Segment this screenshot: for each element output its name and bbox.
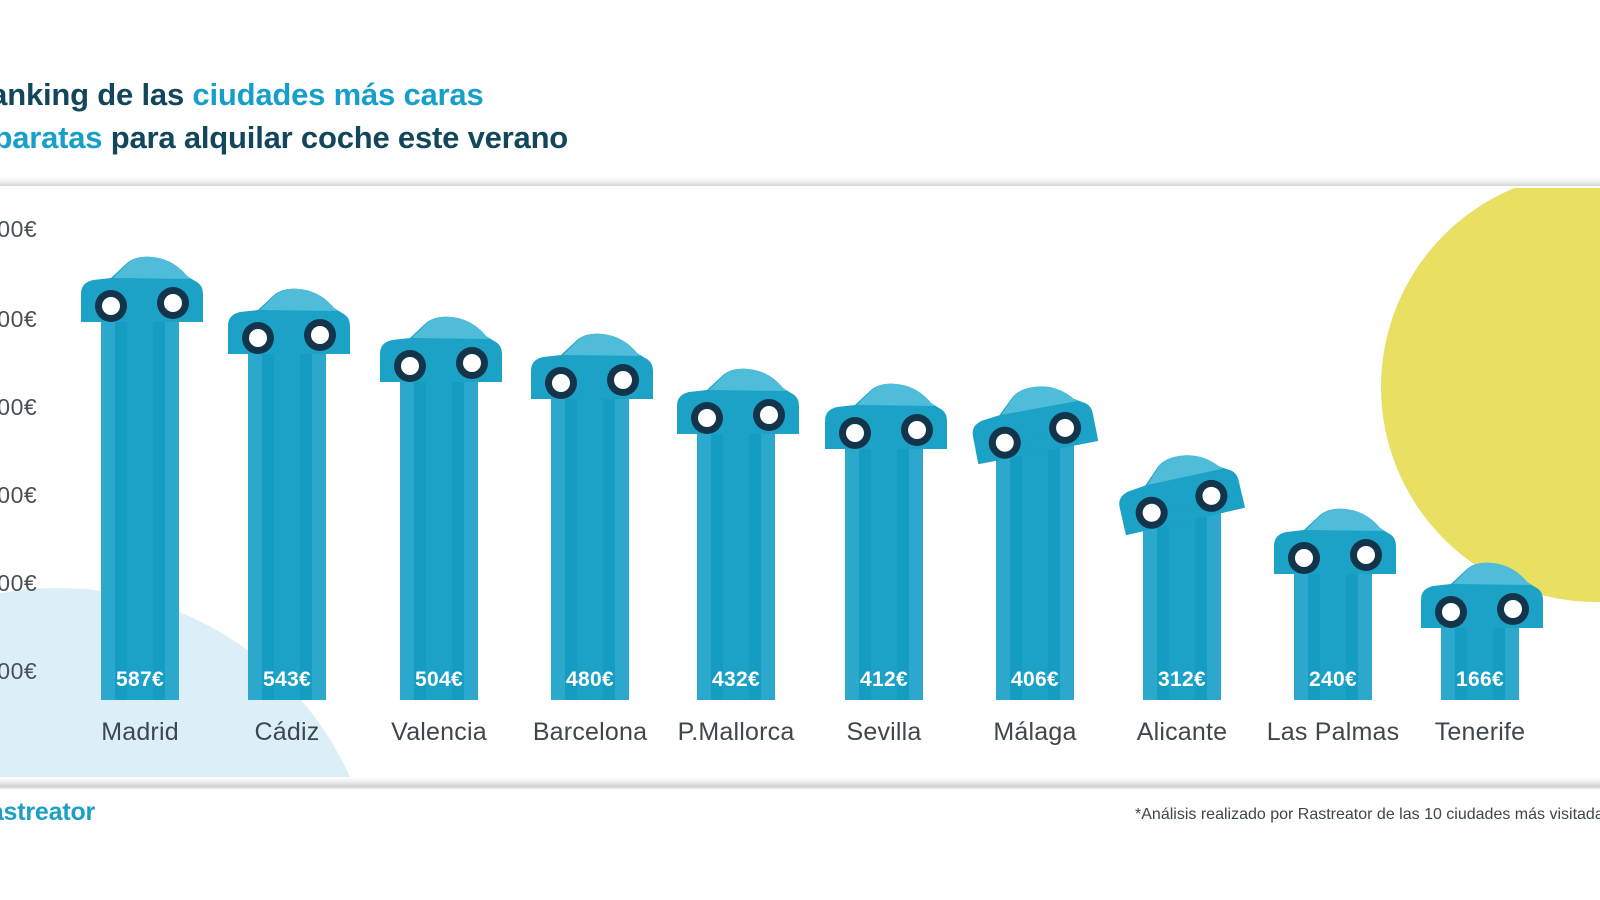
x-axis-category-label: Alicante xyxy=(1136,718,1228,746)
x-axis-category-label: Las Palmas xyxy=(1266,718,1400,746)
bar[interactable] xyxy=(697,422,775,700)
bar-group[interactable]: 166€ Tenerife xyxy=(1421,188,1543,777)
header-divider xyxy=(0,176,1600,186)
car-icon xyxy=(525,325,655,421)
car-icon xyxy=(970,379,1100,475)
x-axis-category-label: Cádiz xyxy=(254,718,320,746)
bar-value-label: 543€ xyxy=(263,668,311,691)
y-axis-tick-label: 500€ xyxy=(0,306,38,332)
car-icon xyxy=(374,308,504,404)
bar-group[interactable]: 240€ Las Palmas xyxy=(1267,188,1399,777)
bar[interactable] xyxy=(1294,562,1372,700)
x-axis-category-label: P.Mallorca xyxy=(677,718,795,746)
bar[interactable] xyxy=(248,342,326,700)
bar-group[interactable]: 406€ Málaga xyxy=(972,188,1099,777)
bar[interactable] xyxy=(996,441,1074,700)
bar-value-label: 587€ xyxy=(116,668,164,691)
x-axis-category-label: Valencia xyxy=(391,718,487,746)
bar-value-label: 406€ xyxy=(1011,668,1059,691)
bar-value-label: 240€ xyxy=(1309,668,1357,691)
car-icon xyxy=(1117,448,1247,544)
bar[interactable] xyxy=(400,370,478,700)
title-part-highlight: ciudades más caras xyxy=(192,77,484,112)
bar-group[interactable]: 504€ Valencia xyxy=(380,188,502,777)
bar-value-label: 432€ xyxy=(712,668,760,691)
bar-group[interactable]: 543€ Cádiz xyxy=(228,188,350,777)
footnote: *Análisis realizado por Rastreator de la… xyxy=(1135,806,1600,823)
x-axis-category-label: Tenerife xyxy=(1434,718,1526,746)
bar-group[interactable]: 312€ Alicante xyxy=(1119,188,1245,777)
car-icon xyxy=(1415,554,1545,650)
page-title: Ranking de las ciudades más caras y bara… xyxy=(0,74,1168,160)
bar-value-label: 312€ xyxy=(1158,668,1206,691)
x-axis-category-label: Sevilla xyxy=(846,718,922,746)
title-part-plain: Ranking de las xyxy=(0,77,184,112)
y-axis-tick-label: 100€ xyxy=(0,658,38,684)
bar-plot: 587€ Madrid 543€ Cádiz 504€ Valencia 480€ Barce… xyxy=(0,188,1600,777)
bar-group[interactable]: 412€ Sevilla xyxy=(825,188,947,777)
car-icon xyxy=(222,280,352,376)
bar-group[interactable]: 480€ Barcelona xyxy=(531,188,653,777)
bar[interactable] xyxy=(551,387,629,700)
bar-value-label: 166€ xyxy=(1456,668,1504,691)
bar[interactable] xyxy=(101,310,179,700)
title-line-1: Ranking de las ciudades más caras xyxy=(0,74,1168,117)
bar-group[interactable]: 587€ Madrid xyxy=(81,188,203,777)
car-icon xyxy=(671,360,801,456)
chart-area: 587€ Madrid 543€ Cádiz 504€ Valencia 480€ Barce… xyxy=(0,188,1600,777)
title-line-2: y baratas para alquilar coche este veran… xyxy=(0,117,1168,160)
bar-value-label: 504€ xyxy=(415,668,463,691)
x-axis-category-label: Madrid xyxy=(101,718,179,746)
bar[interactable] xyxy=(1441,616,1519,700)
header-band: Ranking de las ciudades más caras y bara… xyxy=(0,0,1600,186)
title-part-plain-2: para alquilar coche este verano xyxy=(102,119,569,155)
title-part-highlight-2: y baratas xyxy=(0,119,103,155)
x-axis-category-label: Barcelona xyxy=(532,718,648,746)
y-axis-tick-label: 600€ xyxy=(0,216,38,242)
bar-group[interactable]: 432€ P.Mallorca xyxy=(677,188,799,777)
car-icon xyxy=(75,248,205,344)
bar-value-label: 480€ xyxy=(566,668,614,691)
y-axis-tick-label: 300€ xyxy=(0,482,38,508)
rastreator-logo[interactable]: Rastreator xyxy=(0,798,96,826)
y-axis-tick-label: 400€ xyxy=(0,394,38,420)
footer-band: Rastreator *Análisis realizado por Rastr… xyxy=(0,790,1600,900)
footer-divider xyxy=(0,777,1600,790)
bar-value-label: 412€ xyxy=(860,668,908,691)
x-axis-category-label: Málaga xyxy=(993,718,1077,746)
bar[interactable] xyxy=(845,437,923,700)
y-axis-tick-label: 200€ xyxy=(0,570,38,596)
bar[interactable] xyxy=(1143,510,1221,700)
car-icon xyxy=(1268,500,1398,596)
car-icon xyxy=(819,375,949,471)
